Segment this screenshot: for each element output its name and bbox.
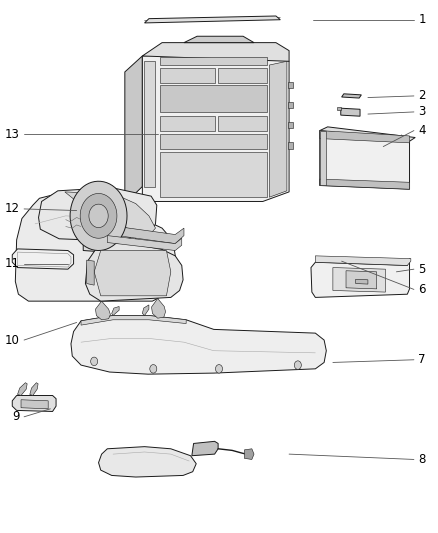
Polygon shape [71, 316, 326, 374]
Polygon shape [18, 383, 27, 395]
Polygon shape [288, 122, 293, 128]
Polygon shape [288, 82, 293, 88]
Polygon shape [333, 268, 385, 292]
Polygon shape [117, 227, 184, 244]
Polygon shape [184, 36, 254, 43]
Polygon shape [21, 400, 48, 409]
Text: 1: 1 [418, 13, 426, 26]
Polygon shape [99, 447, 196, 477]
Polygon shape [142, 43, 289, 61]
Polygon shape [160, 57, 267, 65]
Polygon shape [342, 94, 361, 98]
Polygon shape [218, 68, 267, 83]
Polygon shape [70, 181, 127, 251]
Polygon shape [81, 316, 186, 325]
Text: 3: 3 [418, 106, 426, 118]
Polygon shape [311, 259, 410, 297]
Polygon shape [95, 301, 110, 320]
Polygon shape [65, 192, 155, 236]
Polygon shape [288, 142, 293, 149]
Polygon shape [112, 306, 119, 316]
Polygon shape [12, 395, 56, 411]
Polygon shape [160, 116, 215, 131]
Polygon shape [320, 131, 410, 143]
Polygon shape [320, 127, 415, 141]
Text: 2: 2 [418, 90, 426, 102]
Polygon shape [85, 243, 183, 301]
Polygon shape [356, 279, 368, 284]
Text: 12: 12 [5, 203, 20, 215]
Polygon shape [80, 193, 117, 238]
Polygon shape [89, 204, 108, 228]
Polygon shape [320, 131, 410, 189]
Polygon shape [30, 383, 38, 395]
Circle shape [294, 361, 301, 369]
Polygon shape [107, 236, 182, 251]
Polygon shape [160, 152, 267, 197]
Text: 11: 11 [5, 257, 20, 270]
Text: 10: 10 [5, 334, 20, 346]
Polygon shape [192, 441, 218, 456]
Text: 5: 5 [418, 263, 426, 276]
Polygon shape [39, 188, 157, 241]
Polygon shape [144, 61, 155, 187]
Polygon shape [160, 85, 267, 112]
Polygon shape [337, 107, 341, 110]
Text: 6: 6 [418, 283, 426, 296]
Circle shape [91, 357, 98, 366]
Text: 13: 13 [5, 128, 20, 141]
Polygon shape [12, 249, 74, 269]
Text: 9: 9 [12, 410, 20, 423]
Polygon shape [341, 108, 360, 116]
Polygon shape [152, 298, 166, 318]
Polygon shape [320, 179, 410, 189]
Text: 4: 4 [418, 124, 426, 137]
Polygon shape [320, 131, 326, 185]
Polygon shape [346, 271, 377, 289]
Polygon shape [145, 16, 280, 23]
Polygon shape [125, 56, 142, 204]
Polygon shape [83, 232, 136, 253]
Polygon shape [94, 251, 171, 296]
Polygon shape [160, 68, 215, 83]
Polygon shape [288, 102, 293, 108]
Polygon shape [269, 61, 287, 197]
Polygon shape [15, 192, 176, 301]
Text: 7: 7 [418, 353, 426, 366]
Polygon shape [315, 256, 411, 265]
Circle shape [150, 365, 157, 373]
Text: 8: 8 [418, 453, 426, 466]
Polygon shape [218, 116, 267, 131]
Circle shape [215, 365, 223, 373]
Polygon shape [87, 260, 94, 285]
Polygon shape [142, 51, 289, 201]
Polygon shape [160, 134, 267, 149]
Polygon shape [142, 305, 149, 316]
Polygon shape [244, 449, 254, 459]
